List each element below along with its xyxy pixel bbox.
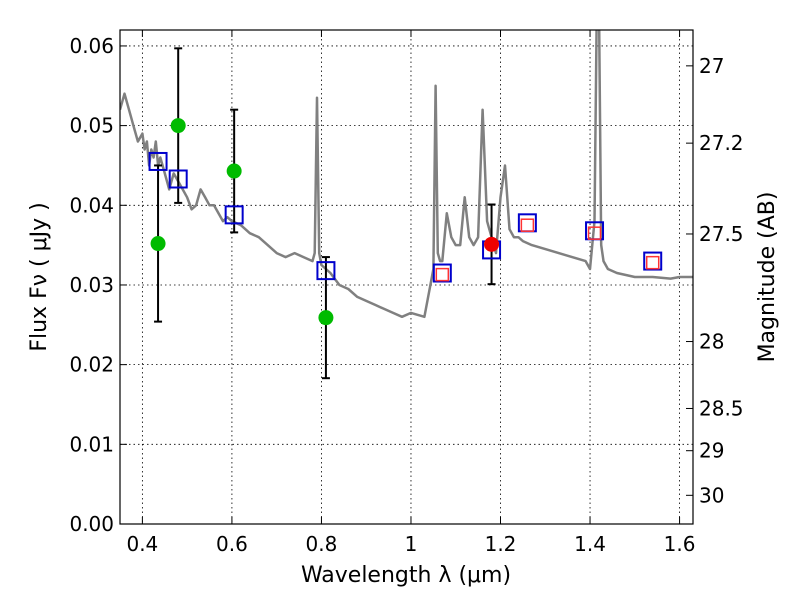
y-axis-title-right: Magnitude (AB) — [755, 192, 780, 363]
observed-point — [150, 236, 166, 252]
observed-point — [170, 118, 186, 134]
x-tick-label: 1 — [405, 532, 418, 556]
right-tick-label: 27.2 — [699, 131, 744, 155]
x-tick-label: 1.2 — [485, 532, 517, 556]
x-tick-label: 1.6 — [664, 532, 696, 556]
y-tick-label: 0.02 — [69, 353, 114, 377]
model-photometry-point — [148, 151, 168, 171]
observed-point — [318, 310, 334, 326]
y-tick-label: 0.03 — [69, 273, 114, 297]
upper-limit-point — [435, 267, 450, 282]
right-tick-label: 27 — [699, 54, 724, 78]
observed-flux-markers — [150, 118, 500, 326]
model-photometry-point — [643, 251, 663, 271]
right-tick-label: 27.5 — [699, 222, 744, 246]
upper-limit-markers — [435, 218, 660, 282]
y-axis-title-left: Flux Fν ( μJy ) — [27, 202, 52, 351]
y-tick-label: 0.05 — [69, 114, 114, 138]
x-tick-label: 0.8 — [306, 532, 338, 556]
right-tick-label: 30 — [699, 483, 724, 507]
y-tick-label: 0.04 — [69, 193, 114, 217]
x-tick-label: 0.4 — [126, 532, 158, 556]
observed-point — [226, 163, 242, 179]
upper-limit-point — [520, 218, 535, 232]
upper-limit-point — [587, 226, 602, 240]
right-tick-label: 28 — [699, 330, 724, 354]
upper-limit-point — [645, 255, 660, 270]
plot-frame — [119, 29, 694, 525]
model-photometry-point — [316, 261, 336, 281]
y-tick-label: 0.00 — [69, 512, 114, 536]
y-tick-label: 0.01 — [69, 432, 114, 456]
right-tick-label: 29 — [699, 439, 724, 463]
model-photometry-point — [168, 169, 188, 189]
model-photometry-point — [432, 263, 452, 283]
observed-point — [484, 236, 500, 252]
x-tick-label: 1.4 — [574, 532, 606, 556]
y-tick-label: 0.06 — [69, 34, 114, 58]
right-tick-label: 28.5 — [699, 396, 744, 420]
model-spectrum-line — [120, 30, 693, 319]
x-tick-label: 0.6 — [216, 532, 248, 556]
x-axis-title: Wavelength λ (μm) — [301, 563, 511, 588]
axis-ticks: 0.4 0.6 0.8 1 1.2 1.4 1.6 0.00 0.01 0.02 0.03 0.04 0… — [69, 30, 744, 556]
model-photometry-point — [224, 205, 244, 225]
